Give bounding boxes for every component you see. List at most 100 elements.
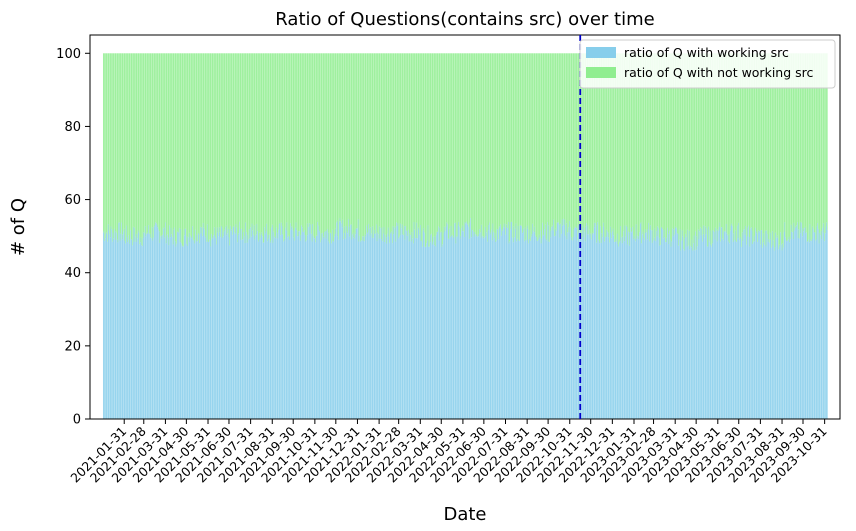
bar-working: [811, 241, 812, 419]
bar-working: [462, 225, 464, 419]
bar-not-working: [468, 53, 470, 239]
bar-not-working: [752, 53, 753, 244]
bar-working: [535, 235, 536, 419]
bar-not-working: [134, 53, 135, 228]
bar-not-working: [565, 53, 567, 224]
bar-working: [640, 223, 641, 419]
bar-working: [725, 223, 727, 419]
bar-working: [555, 228, 557, 419]
bar-not-working: [285, 53, 287, 231]
bar-not-working: [144, 53, 145, 233]
bar-working: [801, 222, 802, 419]
bar-not-working: [419, 53, 420, 235]
bar-working: [677, 233, 678, 419]
bar-working: [148, 225, 149, 419]
bar-working: [772, 245, 774, 419]
bar-working: [402, 234, 404, 419]
bar-not-working: [135, 53, 137, 242]
bar-not-working: [438, 53, 439, 227]
bar-not-working: [557, 53, 559, 224]
bar-working: [290, 223, 291, 419]
bar-not-working: [626, 53, 628, 228]
bar-working: [284, 240, 286, 419]
bar-not-working: [342, 53, 344, 220]
bar-not-working: [123, 53, 124, 232]
bar-not-working: [432, 53, 434, 242]
bar-not-working: [253, 53, 254, 235]
bar-not-working: [822, 53, 823, 228]
bar-working: [620, 226, 622, 419]
bar-not-working: [793, 53, 795, 223]
bar-working: [215, 237, 216, 419]
bar-working: [278, 229, 279, 419]
bar-working: [400, 223, 402, 419]
bar-working: [749, 246, 751, 419]
bar-not-working: [733, 53, 735, 234]
bar-not-working: [243, 53, 244, 232]
bar-working: [483, 236, 485, 419]
bar-not-working: [496, 53, 498, 230]
bar-not-working: [744, 53, 745, 230]
bar-working: [658, 237, 660, 419]
bar-not-working: [804, 53, 805, 229]
bar-working: [746, 244, 747, 419]
bar-not-working: [251, 53, 252, 237]
bar-working: [806, 241, 808, 419]
bar-not-working: [164, 53, 165, 238]
bar-not-working: [695, 53, 697, 250]
bar-not-working: [140, 53, 142, 238]
bar-working: [672, 228, 673, 419]
bar-working: [269, 234, 270, 419]
bar-not-working: [112, 53, 113, 242]
bar-working: [646, 239, 648, 419]
bar-working: [573, 229, 575, 419]
bar-not-working: [228, 53, 230, 238]
bar-not-working: [597, 53, 598, 223]
bar-working: [292, 237, 294, 419]
bar-working: [357, 219, 359, 419]
bar-working: [160, 235, 162, 419]
bar-not-working: [529, 53, 531, 230]
bar-not-working: [712, 53, 714, 231]
bar-working: [805, 233, 807, 419]
bar-working: [586, 223, 587, 419]
bar-not-working: [751, 53, 753, 231]
bar-working: [499, 227, 501, 419]
bar-working: [162, 234, 163, 419]
bar-not-working: [477, 53, 479, 237]
bar-working: [137, 230, 139, 419]
bar-not-working: [549, 53, 551, 231]
bar-not-working: [129, 53, 131, 244]
bar-working: [518, 240, 520, 419]
bar-not-working: [783, 53, 784, 248]
bar-working: [653, 240, 654, 419]
bar-working: [337, 236, 339, 419]
bar-working: [324, 232, 325, 419]
bar-not-working: [657, 53, 659, 227]
bar-working: [739, 236, 741, 419]
bar-working: [590, 233, 591, 419]
bar-not-working: [296, 53, 297, 231]
bar-not-working: [459, 53, 461, 239]
bar-working: [441, 246, 443, 419]
bar-not-working: [349, 53, 351, 237]
bar-not-working: [260, 53, 261, 238]
bar-working: [219, 232, 221, 419]
bar-working: [398, 238, 399, 419]
bar-not-working: [638, 53, 640, 237]
bar-working: [423, 228, 425, 419]
bar-working: [266, 223, 267, 419]
bar-not-working: [695, 53, 696, 232]
bar-not-working: [135, 53, 136, 237]
bar-not-working: [425, 53, 427, 247]
bar-not-working: [691, 53, 693, 240]
bar-working: [498, 226, 500, 419]
bar-not-working: [325, 53, 326, 231]
bar-working: [705, 234, 707, 419]
bar-working: [817, 223, 818, 419]
bar-not-working: [320, 53, 321, 243]
bar-not-working: [465, 53, 466, 224]
bar-not-working: [827, 53, 828, 230]
bar-working: [387, 227, 389, 419]
bar-not-working: [569, 53, 571, 221]
